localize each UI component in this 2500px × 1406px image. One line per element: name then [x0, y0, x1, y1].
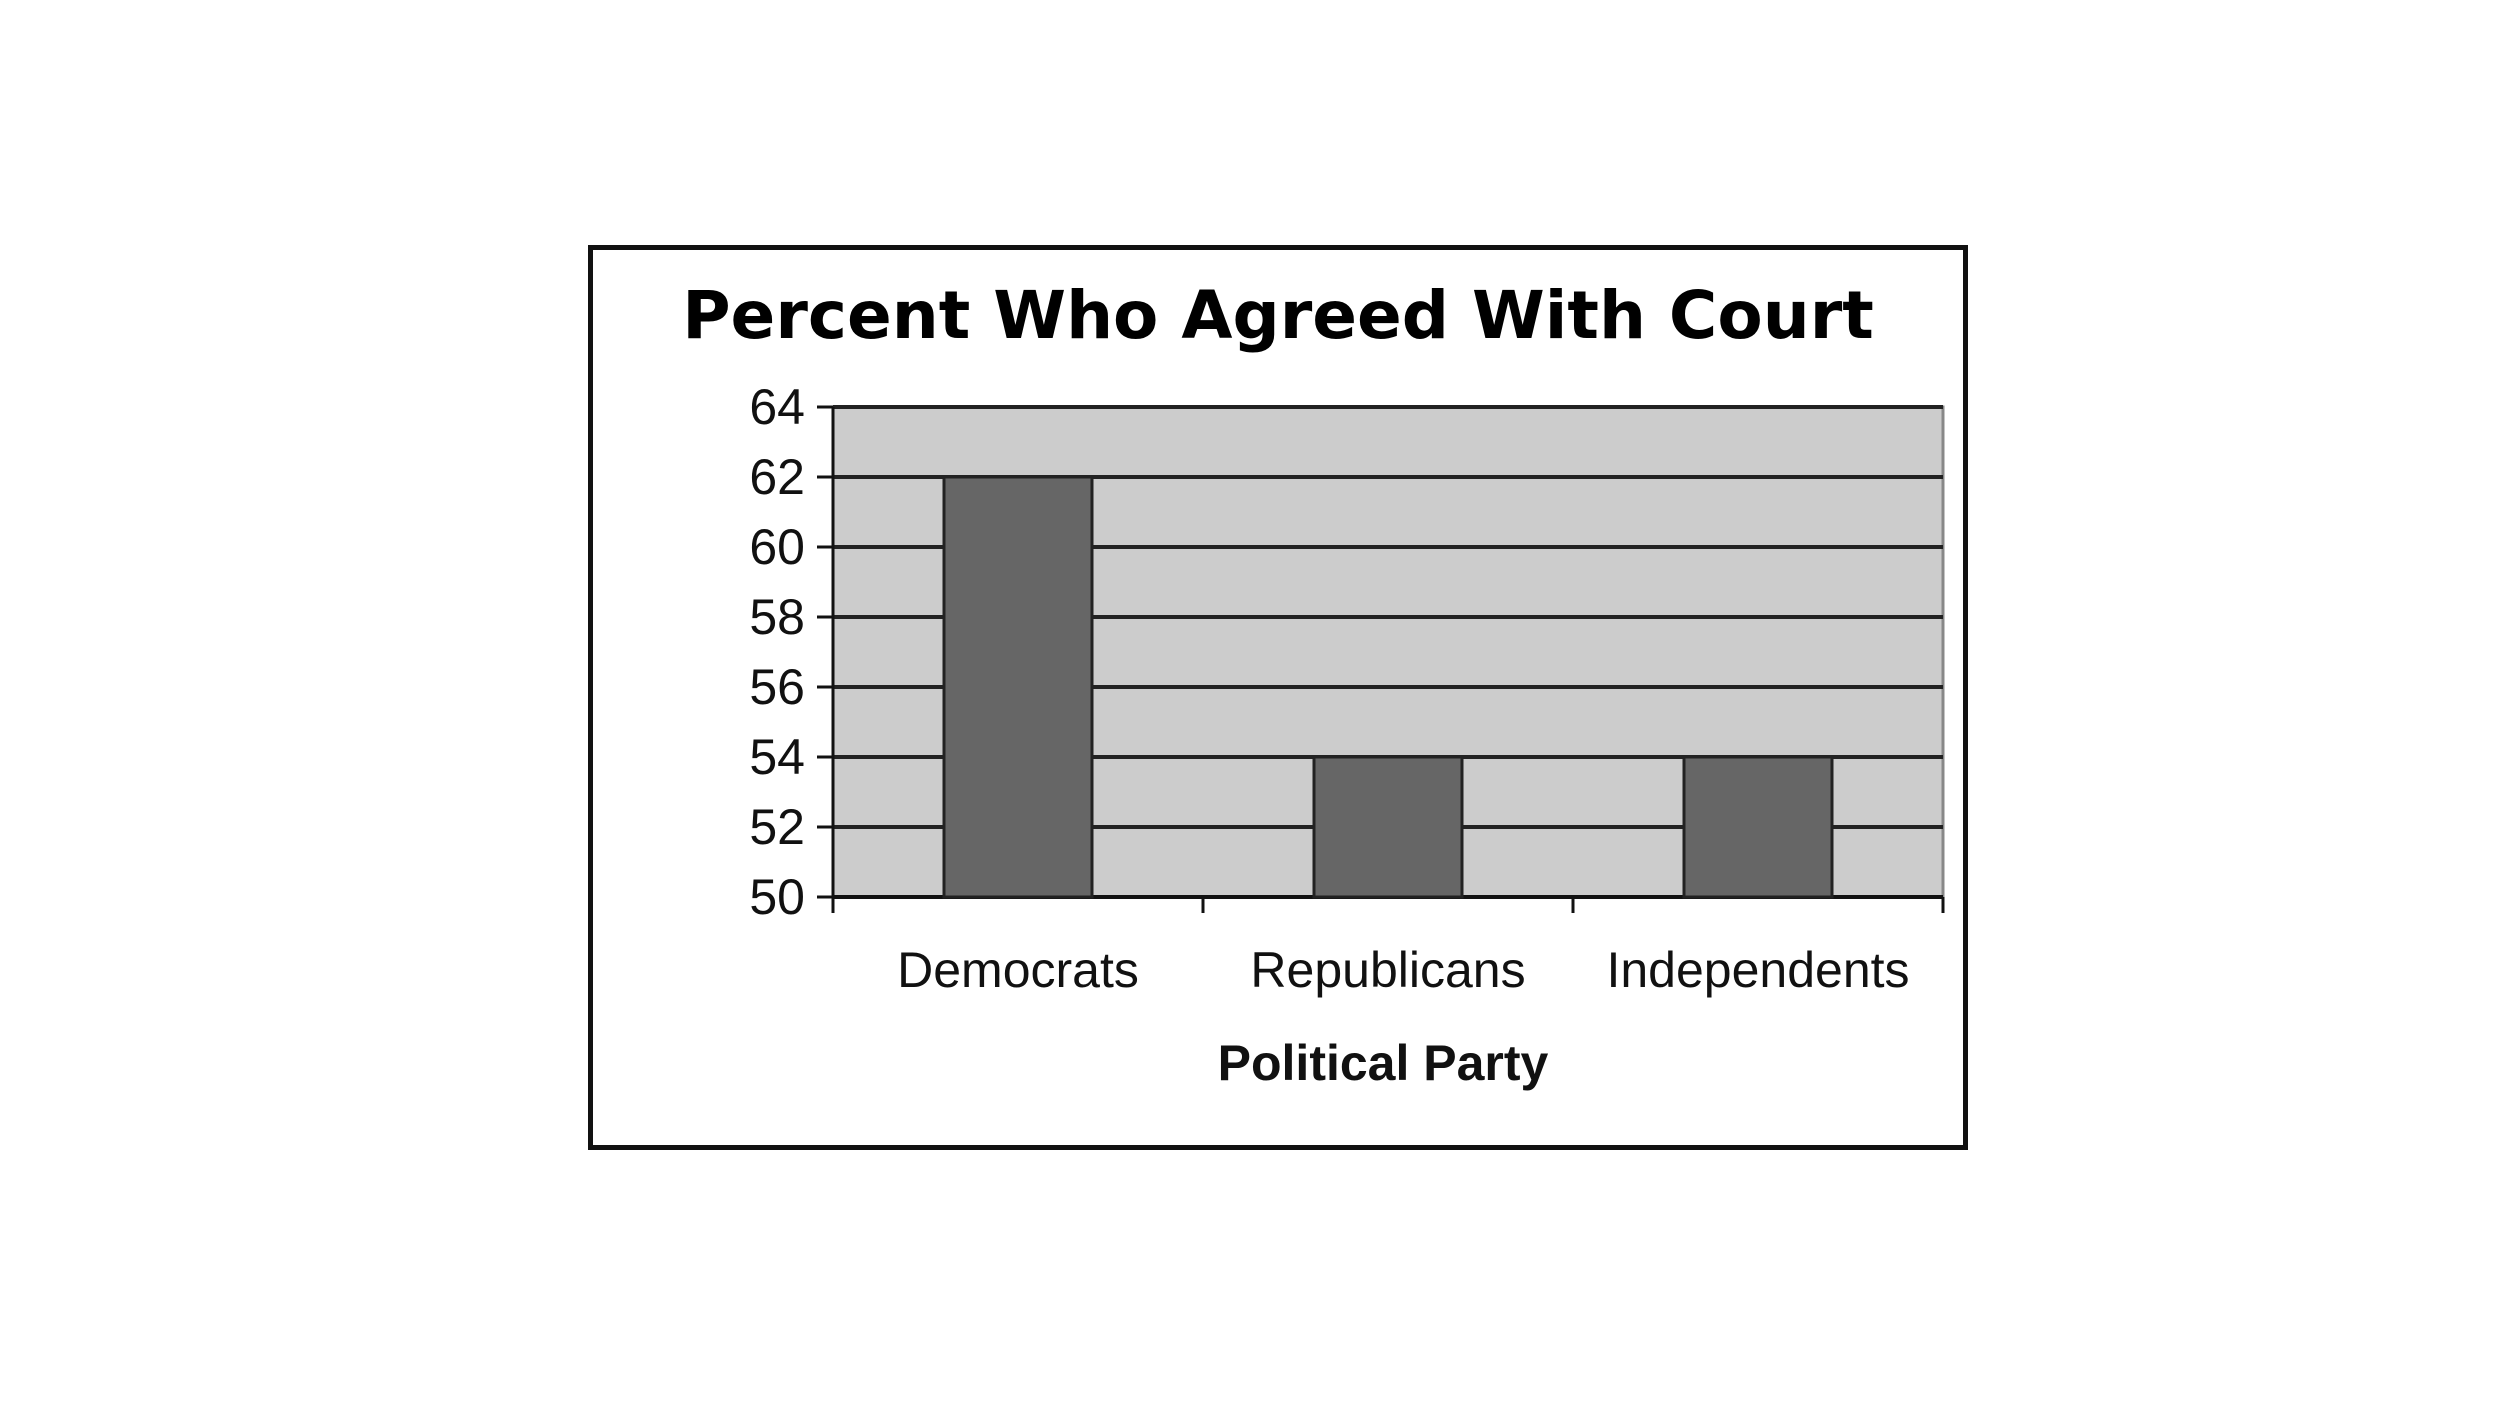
x-category-label: Independents — [1606, 942, 1909, 998]
y-tick-label: 54 — [749, 729, 805, 785]
bar-chart: Percent Who Agreed With Court 50 52 54 56 58… — [682, 277, 1945, 1091]
y-tick-label: 60 — [749, 519, 805, 575]
x-category-label: Republicans — [1250, 942, 1525, 998]
y-tick-label: 50 — [749, 869, 805, 925]
plot-area: 50 52 54 56 58 60 62 64 Democrats Republicans Inde… — [749, 379, 1945, 998]
y-tick-label: 62 — [749, 449, 805, 505]
x-axis-title: Political Party — [1218, 1035, 1549, 1091]
bar-republicans — [1312, 755, 1464, 899]
y-tick-label: 58 — [749, 589, 805, 645]
y-tick-label: 52 — [749, 799, 805, 855]
bar-independents — [1682, 755, 1834, 899]
y-tick-label: 64 — [749, 379, 805, 435]
x-category-label: Democrats — [897, 942, 1139, 998]
y-tick-label: 56 — [749, 659, 805, 715]
chart-frame: Percent Who Agreed With Court 50 52 54 56 58… — [588, 245, 1968, 1150]
bar-democrats — [942, 475, 1094, 899]
chart-title: Percent Who Agreed With Court — [682, 277, 1874, 354]
